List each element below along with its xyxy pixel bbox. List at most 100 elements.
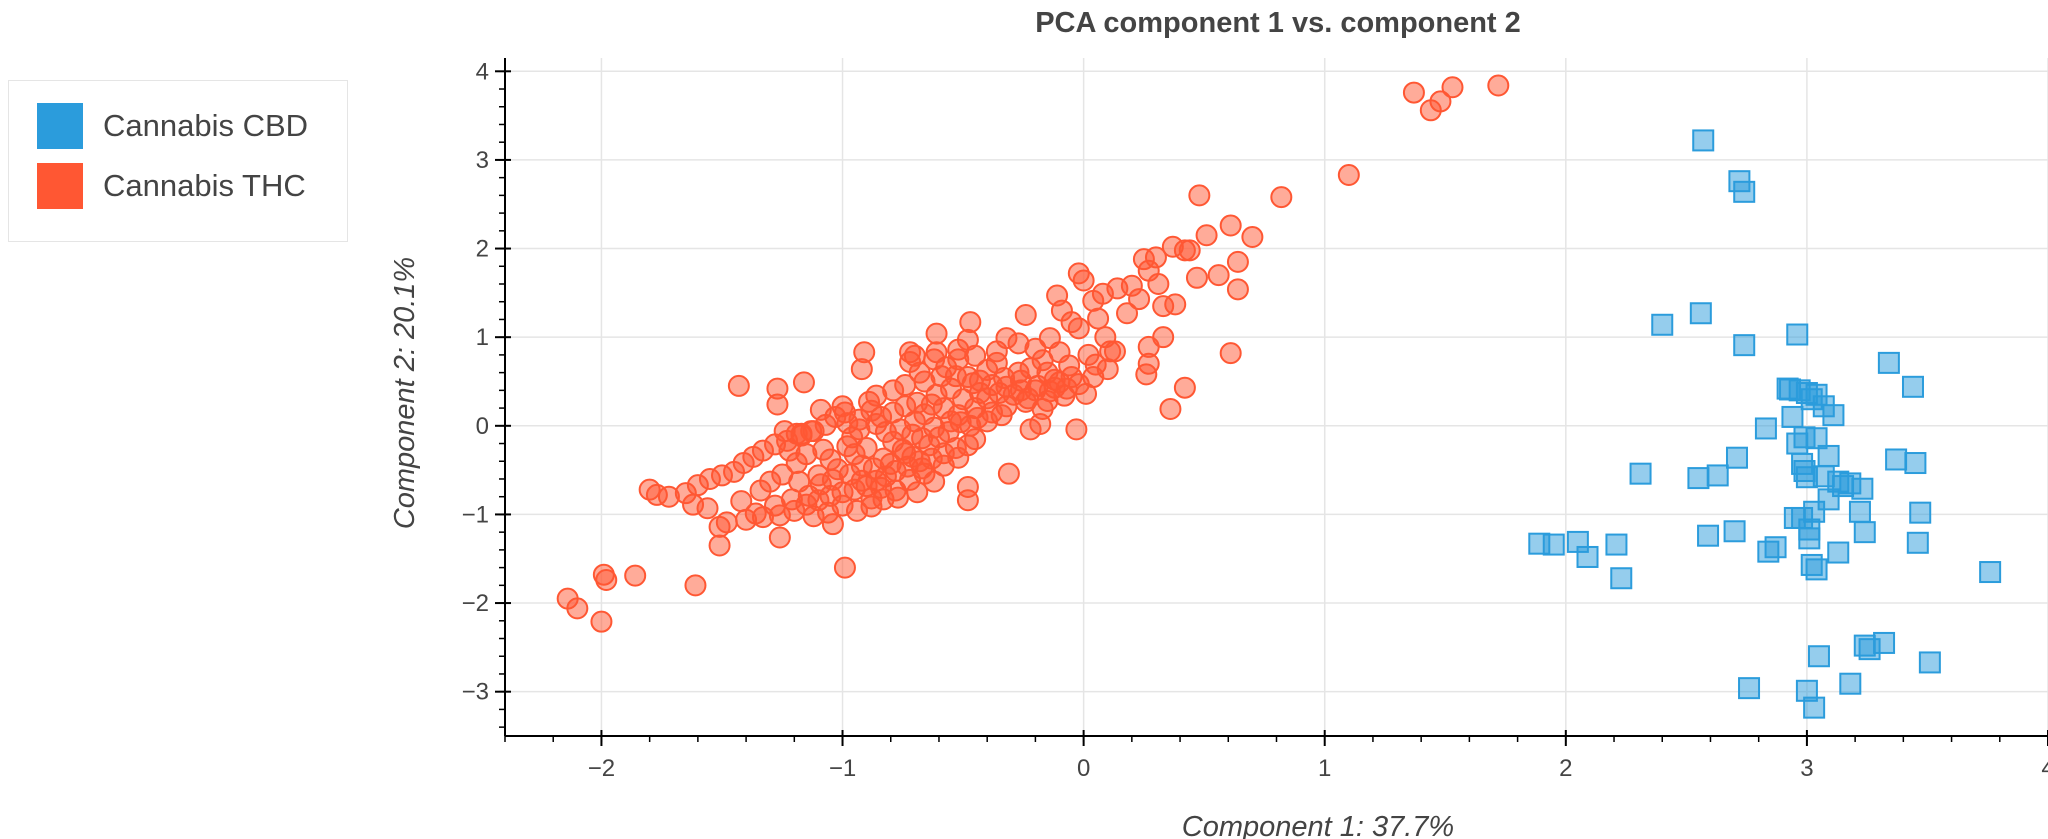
thc-point[interactable]: [985, 340, 1008, 363]
thc-point[interactable]: [1195, 224, 1218, 247]
cbd-point[interactable]: [1885, 448, 1908, 471]
thc-point[interactable]: [730, 490, 753, 513]
cbd-point[interactable]: [1629, 462, 1652, 485]
thc-point[interactable]: [792, 371, 815, 394]
cbd-point[interactable]: [1906, 531, 1929, 554]
thc-point[interactable]: [947, 446, 970, 469]
thc-point[interactable]: [1067, 317, 1090, 340]
thc-point[interactable]: [809, 473, 832, 496]
cbd-point[interactable]: [1805, 558, 1828, 581]
thc-point[interactable]: [1487, 74, 1510, 97]
thc-point[interactable]: [809, 398, 832, 421]
thc-point[interactable]: [684, 574, 707, 597]
thc-point[interactable]: [845, 499, 868, 522]
cbd-point[interactable]: [1692, 129, 1715, 152]
cbd-point[interactable]: [1786, 432, 1809, 455]
thc-point[interactable]: [1019, 418, 1042, 441]
cbd-point[interactable]: [1689, 302, 1712, 325]
thc-point[interactable]: [990, 404, 1013, 427]
thc-point[interactable]: [590, 610, 613, 633]
thc-point[interactable]: [1058, 354, 1081, 377]
thc-point[interactable]: [1159, 397, 1182, 420]
thc-point[interactable]: [913, 403, 936, 426]
thc-point[interactable]: [1226, 250, 1249, 273]
thc-point[interactable]: [1207, 264, 1230, 287]
thc-point[interactable]: [624, 564, 647, 587]
cbd-point[interactable]: [1817, 444, 1840, 467]
thc-point[interactable]: [858, 390, 881, 413]
thc-point[interactable]: [1173, 239, 1196, 262]
cbd-point[interactable]: [1827, 541, 1850, 564]
thc-point[interactable]: [764, 494, 787, 517]
cbd-point[interactable]: [1697, 524, 1720, 547]
thc-point[interactable]: [556, 587, 579, 610]
cbd-point[interactable]: [1610, 567, 1633, 590]
cbd-point[interactable]: [1873, 631, 1896, 654]
thc-point[interactable]: [778, 439, 801, 462]
thc-point[interactable]: [708, 534, 731, 557]
thc-point[interactable]: [1103, 340, 1126, 363]
thc-point[interactable]: [1116, 302, 1139, 325]
thc-point[interactable]: [1152, 326, 1175, 349]
cbd-point[interactable]: [1651, 313, 1674, 336]
thc-point[interactable]: [1147, 273, 1170, 295]
thc-point[interactable]: [638, 478, 661, 501]
thc-point[interactable]: [1065, 418, 1088, 441]
thc-point[interactable]: [766, 393, 789, 416]
cbd-point[interactable]: [1851, 477, 1874, 500]
thc-point[interactable]: [1128, 288, 1151, 311]
cbd-point[interactable]: [1918, 651, 1941, 674]
thc-point[interactable]: [1188, 184, 1211, 207]
thc-point[interactable]: [1241, 226, 1264, 249]
thc-point[interactable]: [1014, 304, 1037, 327]
cbd-point[interactable]: [1764, 536, 1787, 559]
thc-point[interactable]: [1270, 186, 1293, 209]
thc-point[interactable]: [879, 452, 902, 475]
thc-point[interactable]: [913, 370, 936, 393]
cbd-point[interactable]: [1723, 520, 1746, 543]
cbd-point[interactable]: [1781, 405, 1804, 428]
thc-point[interactable]: [884, 479, 907, 502]
thc-point[interactable]: [1226, 278, 1249, 301]
legend-item-thc[interactable]: Cannabis THC: [37, 163, 306, 209]
cbd-point[interactable]: [1877, 351, 1900, 374]
thc-point[interactable]: [1055, 377, 1078, 400]
thc-point[interactable]: [923, 470, 946, 493]
cbd-point[interactable]: [1803, 696, 1826, 719]
thc-point[interactable]: [956, 489, 979, 512]
thc-point[interactable]: [961, 372, 984, 395]
thc-point[interactable]: [708, 515, 731, 538]
thc-point[interactable]: [831, 395, 854, 418]
thc-point[interactable]: [1164, 293, 1187, 316]
thc-point[interactable]: [850, 358, 873, 381]
thc-point[interactable]: [843, 443, 866, 466]
cbd-point[interactable]: [1901, 375, 1924, 398]
cbd-point[interactable]: [1839, 672, 1862, 695]
cbd-point[interactable]: [1738, 677, 1761, 700]
thc-point[interactable]: [1135, 363, 1158, 386]
thc-point[interactable]: [727, 374, 750, 397]
thc-point[interactable]: [964, 344, 987, 367]
cbd-point[interactable]: [1979, 561, 2002, 584]
cbd-point[interactable]: [1822, 404, 1845, 427]
thc-point[interactable]: [894, 374, 917, 397]
thc-point[interactable]: [1072, 269, 1095, 292]
thc-point[interactable]: [595, 569, 618, 592]
cbd-point[interactable]: [1853, 521, 1876, 544]
cbd-point[interactable]: [1904, 452, 1927, 475]
cbd-point[interactable]: [1605, 533, 1628, 556]
cbd-point[interactable]: [1848, 500, 1871, 523]
cbd-point[interactable]: [1687, 467, 1710, 490]
thc-point[interactable]: [1402, 81, 1425, 104]
cbd-point[interactable]: [1807, 645, 1830, 668]
thc-point[interactable]: [1219, 342, 1242, 365]
cbd-point[interactable]: [1542, 533, 1565, 556]
thc-point[interactable]: [1337, 163, 1360, 186]
thc-point[interactable]: [1087, 307, 1110, 330]
cbd-point[interactable]: [1733, 334, 1756, 357]
thc-point[interactable]: [749, 479, 772, 502]
thc-point[interactable]: [860, 487, 883, 510]
cbd-point[interactable]: [1725, 446, 1748, 469]
cbd-point[interactable]: [1706, 464, 1729, 487]
cbd-point[interactable]: [1754, 417, 1777, 440]
